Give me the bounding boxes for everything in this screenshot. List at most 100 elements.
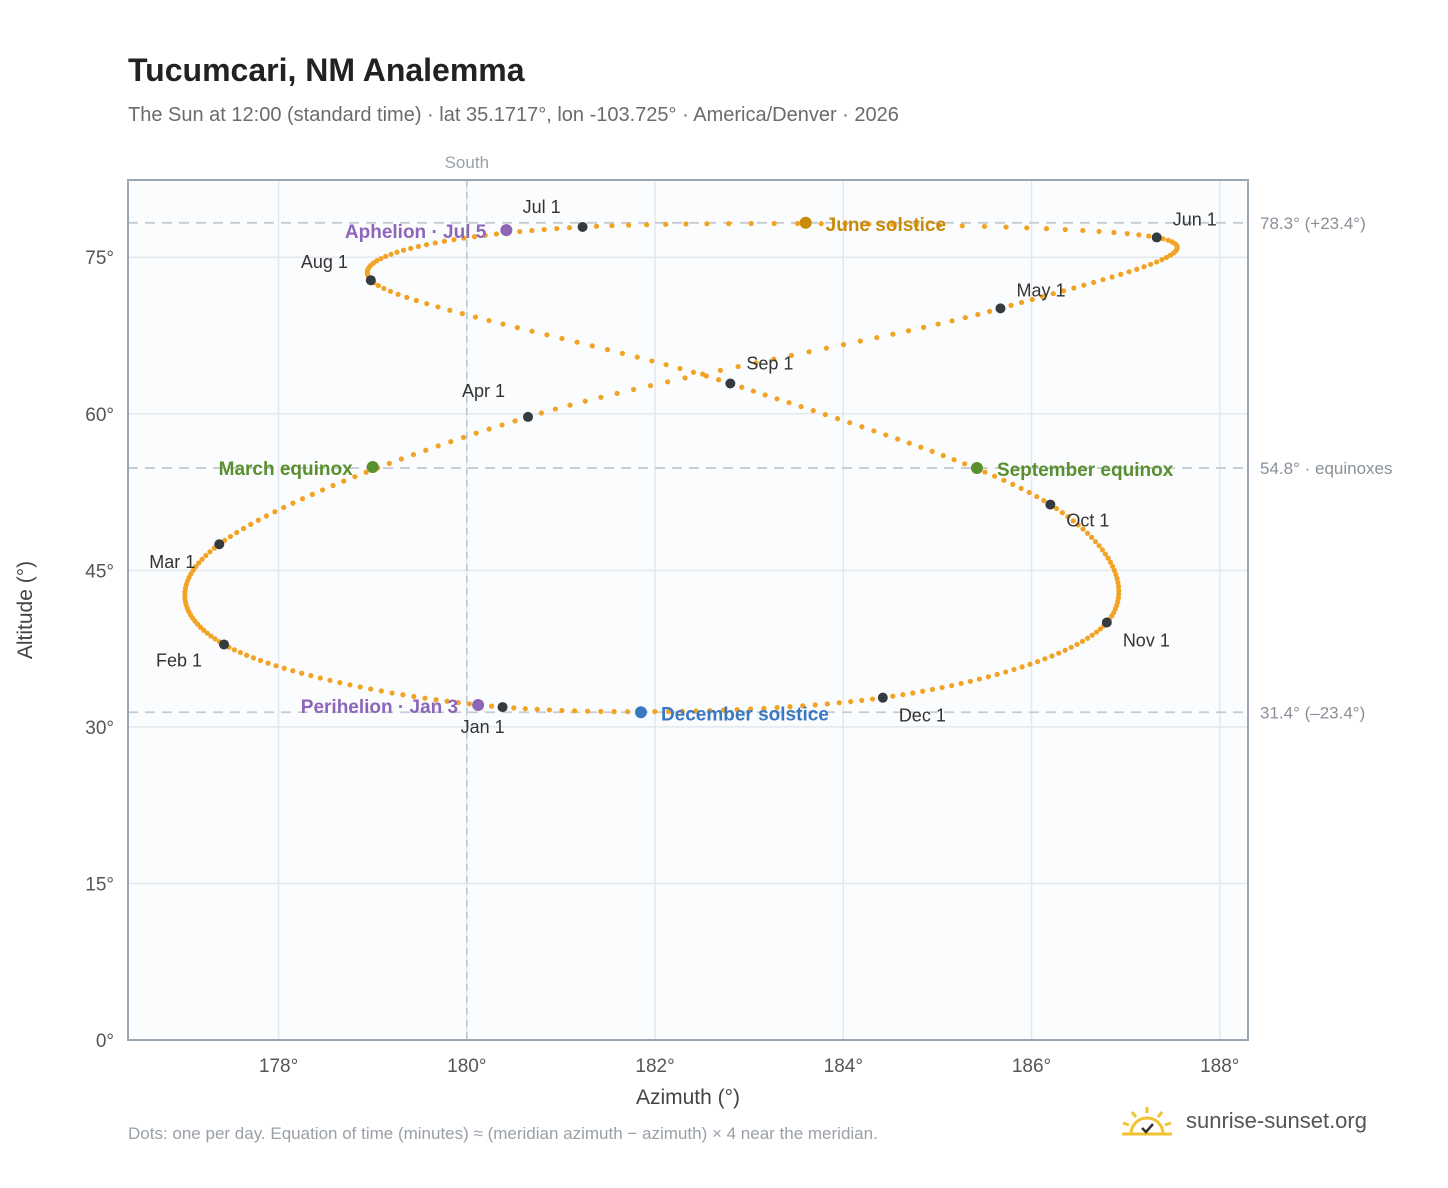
daily-sun-dot xyxy=(378,255,384,262)
daily-sun-dot xyxy=(626,222,632,228)
daily-sun-dot xyxy=(386,460,393,466)
daily-sun-dot xyxy=(717,367,723,373)
daily-sun-dot xyxy=(703,373,709,379)
daily-sun-dot xyxy=(237,649,243,656)
daily-sun-dot xyxy=(423,242,430,248)
daily-sun-dot xyxy=(1102,551,1108,557)
daily-sun-dot xyxy=(566,225,573,231)
daily-sun-dot xyxy=(1093,629,1100,635)
event-marker xyxy=(500,224,513,237)
daily-sun-dot xyxy=(309,491,315,497)
daily-sun-dot xyxy=(1059,510,1065,516)
month-label: Jul 1 xyxy=(523,197,561,217)
daily-sun-dot xyxy=(920,324,927,330)
daily-sun-dot xyxy=(387,288,394,294)
plot-background xyxy=(128,180,1248,1040)
daily-sun-dot xyxy=(624,709,631,715)
chart-title: Tucumcari, NM Analemma xyxy=(128,52,525,88)
daily-sun-dot xyxy=(1003,669,1009,675)
daily-sun-dot xyxy=(975,311,981,318)
daily-sun-dot xyxy=(567,402,573,408)
daily-sun-dot xyxy=(212,636,218,642)
daily-sun-dot xyxy=(319,487,326,493)
daily-sun-dot xyxy=(240,525,247,532)
daily-sun-dot xyxy=(890,693,896,699)
daily-sun-dot xyxy=(1148,261,1154,267)
y-axis-title: Altitude (°) xyxy=(14,561,37,659)
daily-sun-dot xyxy=(451,237,457,243)
daily-sun-dot xyxy=(411,693,417,700)
daily-sun-dot xyxy=(415,243,421,250)
daily-sun-dot xyxy=(1109,563,1116,570)
month-marker xyxy=(214,539,225,550)
daily-sun-dot xyxy=(690,369,697,375)
month-marker xyxy=(219,639,229,650)
month-label: Dec 1 xyxy=(899,706,946,726)
chart-subtitle: The Sun at 12:00 (standard time) · lat 3… xyxy=(128,104,899,126)
daily-sun-dot xyxy=(631,386,637,393)
daily-sun-dot xyxy=(962,461,968,467)
event-label: December solstice xyxy=(661,704,829,725)
daily-sun-dot xyxy=(1084,530,1091,536)
daily-sun-dot xyxy=(1062,647,1068,653)
brand-name: sunrise-sunset.org xyxy=(1186,1108,1367,1133)
daily-sun-dot xyxy=(644,222,650,228)
daily-sun-dot xyxy=(985,674,991,680)
daily-sun-dot xyxy=(1029,296,1035,303)
daily-sun-dot xyxy=(400,692,406,698)
daily-sun-dot xyxy=(847,420,853,426)
daily-sun-dot xyxy=(647,383,654,389)
daily-sun-dot xyxy=(248,521,254,527)
daily-sun-dot xyxy=(1092,538,1099,545)
daily-sun-dot xyxy=(227,533,234,540)
x-tick-label: 188° xyxy=(1200,1056,1239,1077)
brand[interactable]: sunrise-sunset.org xyxy=(1120,1104,1367,1138)
daily-sun-dot xyxy=(455,700,461,706)
daily-sun-dot xyxy=(534,706,540,712)
daily-sun-dot xyxy=(204,630,210,636)
daily-sun-dot xyxy=(486,317,492,324)
daily-sun-dot xyxy=(614,390,620,397)
daily-sun-dot xyxy=(895,436,901,442)
event-label: Perihelion · Jan 3 xyxy=(301,697,458,718)
daily-sun-dot xyxy=(327,677,333,683)
daily-sun-dot xyxy=(435,304,441,310)
daily-sun-dot xyxy=(634,354,640,360)
sun-logo-icon xyxy=(1122,1107,1172,1136)
daily-sun-dot xyxy=(949,682,955,689)
x-tick-label: 178° xyxy=(259,1056,298,1077)
y-tick-label: 60° xyxy=(85,405,114,426)
plot-frame xyxy=(127,179,1249,1041)
daily-sun-dot xyxy=(649,358,655,364)
daily-sun-dot xyxy=(1061,288,1067,294)
daily-sun-dot xyxy=(806,349,812,355)
daily-sun-dot xyxy=(1116,591,1122,597)
daily-sun-dot xyxy=(208,633,214,639)
event-marker xyxy=(472,698,485,711)
daily-sun-dot xyxy=(1097,626,1103,632)
month-marker xyxy=(1151,232,1162,243)
month-label: Sep 1 xyxy=(746,354,793,374)
daily-sun-dot xyxy=(1134,266,1140,272)
daily-sun-dot xyxy=(383,253,389,259)
daily-sun-dot xyxy=(1062,226,1068,233)
daily-sun-dot xyxy=(704,221,710,227)
daily-sun-dot xyxy=(836,700,842,706)
daily-sun-dot xyxy=(771,356,777,362)
daily-sun-dot xyxy=(1163,254,1170,260)
daily-sun-dot xyxy=(493,231,500,237)
month-label: Jun 1 xyxy=(1173,209,1217,229)
daily-sun-dot xyxy=(663,362,669,368)
month-marker xyxy=(523,411,533,422)
month-label: May 1 xyxy=(1016,280,1065,300)
daily-sun-dot xyxy=(1105,555,1111,561)
daily-sun-dot xyxy=(1116,587,1122,593)
daily-sun-dot xyxy=(800,703,806,709)
daily-sun-dot xyxy=(1100,277,1106,283)
daily-sun-dot xyxy=(447,307,453,313)
daily-sun-dot xyxy=(812,702,818,708)
daily-sun-dot xyxy=(363,469,369,475)
daily-sun-dot xyxy=(958,680,964,687)
daily-sun-dot xyxy=(1136,232,1142,238)
meridian-label: South xyxy=(445,153,489,172)
